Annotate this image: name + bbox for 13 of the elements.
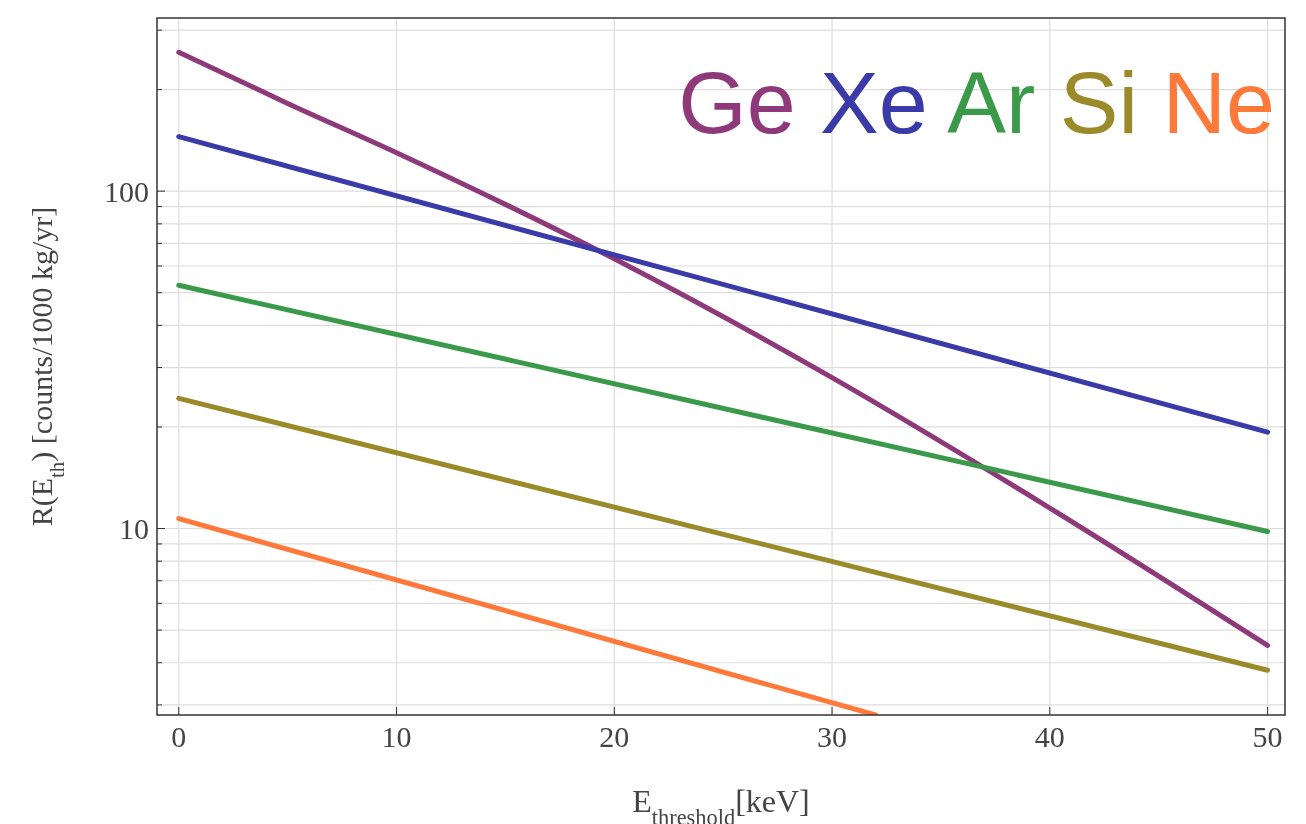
y-tick-label: 100	[104, 174, 149, 208]
x-tick-label: 0	[171, 720, 187, 753]
x-tick-label: 50	[1252, 720, 1283, 753]
x-tick-label: 30	[817, 720, 848, 753]
text: Ar	[927, 53, 1036, 152]
x-tick-label: 20	[599, 720, 630, 753]
x-tick-label: 10	[381, 720, 412, 753]
text: Si	[1035, 53, 1139, 152]
text: Ne	[1138, 53, 1275, 152]
x-axis-title: E$_{threshold}$[keV]	[632, 783, 810, 824]
x-tick-label: 40	[1034, 720, 1065, 753]
series-label: Ge	[678, 53, 796, 152]
series-label: Xe	[795, 53, 928, 152]
